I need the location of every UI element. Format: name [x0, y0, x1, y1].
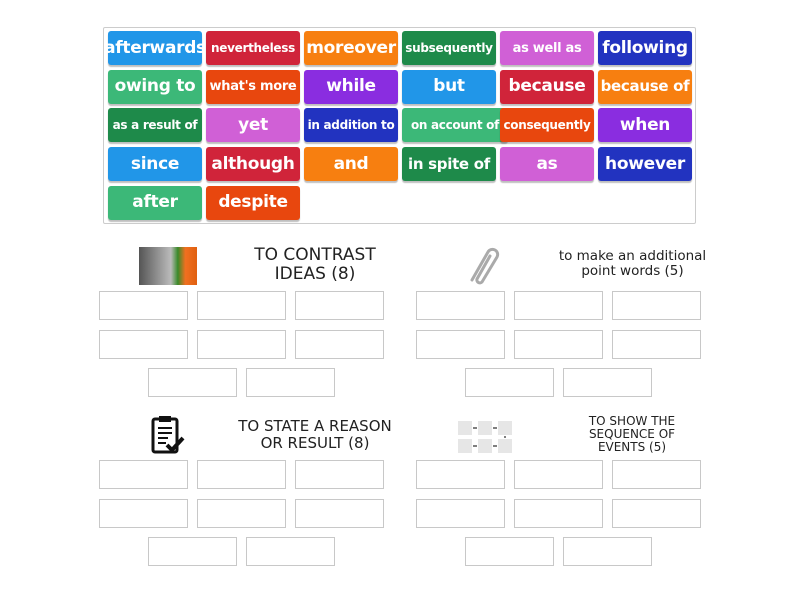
group-title-contrast: TO CONTRAST IDEAS (8): [254, 245, 376, 284]
word-tile[interactable]: but: [402, 69, 496, 104]
drop-zone[interactable]: [148, 537, 237, 566]
drop-zone[interactable]: [246, 368, 335, 397]
word-tile[interactable]: moreover: [304, 31, 398, 65]
word-tile[interactable]: subsequently: [402, 31, 496, 65]
group-title-additional: to make an additional point words (5): [558, 248, 707, 279]
drop-zone[interactable]: [514, 498, 603, 528]
drop-zone[interactable]: [465, 368, 554, 397]
word-tile[interactable]: and: [304, 147, 398, 182]
drop-zone[interactable]: [612, 460, 701, 489]
drop-zone[interactable]: [197, 329, 286, 359]
flower-image-icon: [139, 247, 197, 285]
word-tile[interactable]: nevertheless: [206, 31, 300, 65]
word-tile[interactable]: while: [304, 69, 398, 104]
word-tile[interactable]: although: [206, 147, 300, 182]
word-tray: afterwards nevertheless moreover subsequent…: [103, 27, 696, 224]
drop-zone[interactable]: [295, 460, 384, 489]
word-tile[interactable]: following: [598, 31, 692, 65]
clipboard-check-icon: [151, 416, 185, 454]
drop-zone[interactable]: [514, 329, 603, 359]
word-tile[interactable]: as well as: [500, 31, 594, 65]
word-tile[interactable]: despite: [206, 185, 300, 220]
drop-zone[interactable]: [197, 498, 286, 528]
drop-zone[interactable]: [197, 291, 286, 320]
drop-zone[interactable]: [563, 368, 652, 397]
word-tile[interactable]: because of: [598, 69, 692, 104]
word-tile[interactable]: in spite of: [402, 147, 496, 182]
drop-zone[interactable]: [99, 460, 188, 489]
flowchart-icon: [458, 421, 512, 453]
word-tile[interactable]: after: [108, 185, 202, 220]
drop-zone[interactable]: [295, 291, 384, 320]
word-tile[interactable]: in addition to: [304, 108, 398, 143]
word-tile[interactable]: owing to: [108, 69, 202, 104]
drop-zone[interactable]: [563, 537, 652, 566]
drop-zone[interactable]: [416, 291, 505, 320]
word-tile[interactable]: consequently: [500, 108, 594, 143]
drop-zone[interactable]: [514, 460, 603, 489]
drop-zone[interactable]: [416, 329, 505, 359]
drop-zone[interactable]: [148, 368, 237, 397]
word-tile[interactable]: afterwards: [104, 31, 206, 65]
drop-zone[interactable]: [295, 498, 384, 528]
drop-zone[interactable]: [416, 498, 505, 528]
drop-zone[interactable]: [197, 460, 286, 489]
word-tile[interactable]: because: [500, 69, 594, 104]
word-tile[interactable]: however: [598, 147, 692, 182]
word-tile[interactable]: since: [108, 147, 202, 182]
group-title-sequence: TO SHOW THE SEQUENCE OF EVENTS (5): [588, 414, 676, 455]
drop-zone[interactable]: [612, 291, 701, 320]
word-tile[interactable]: what's more: [206, 69, 300, 104]
word-tile[interactable]: when: [598, 108, 692, 143]
drop-zone[interactable]: [612, 498, 701, 528]
drop-zone[interactable]: [99, 329, 188, 359]
paperclip-icon: [470, 247, 500, 285]
drop-zone[interactable]: [295, 329, 384, 359]
drop-zone[interactable]: [465, 537, 554, 566]
word-tile[interactable]: on account of: [402, 108, 508, 143]
drop-zone[interactable]: [246, 537, 335, 566]
drop-zone[interactable]: [612, 329, 701, 359]
group-title-reason: TO STATE A REASON OR RESULT (8): [238, 417, 392, 452]
drop-zone[interactable]: [514, 291, 603, 320]
drop-zone[interactable]: [416, 460, 505, 489]
drop-zone[interactable]: [99, 498, 188, 528]
word-tile[interactable]: as: [500, 147, 594, 182]
word-tile[interactable]: as a result of: [108, 108, 202, 143]
word-tile[interactable]: yet: [206, 108, 300, 143]
drop-zone[interactable]: [99, 291, 188, 320]
